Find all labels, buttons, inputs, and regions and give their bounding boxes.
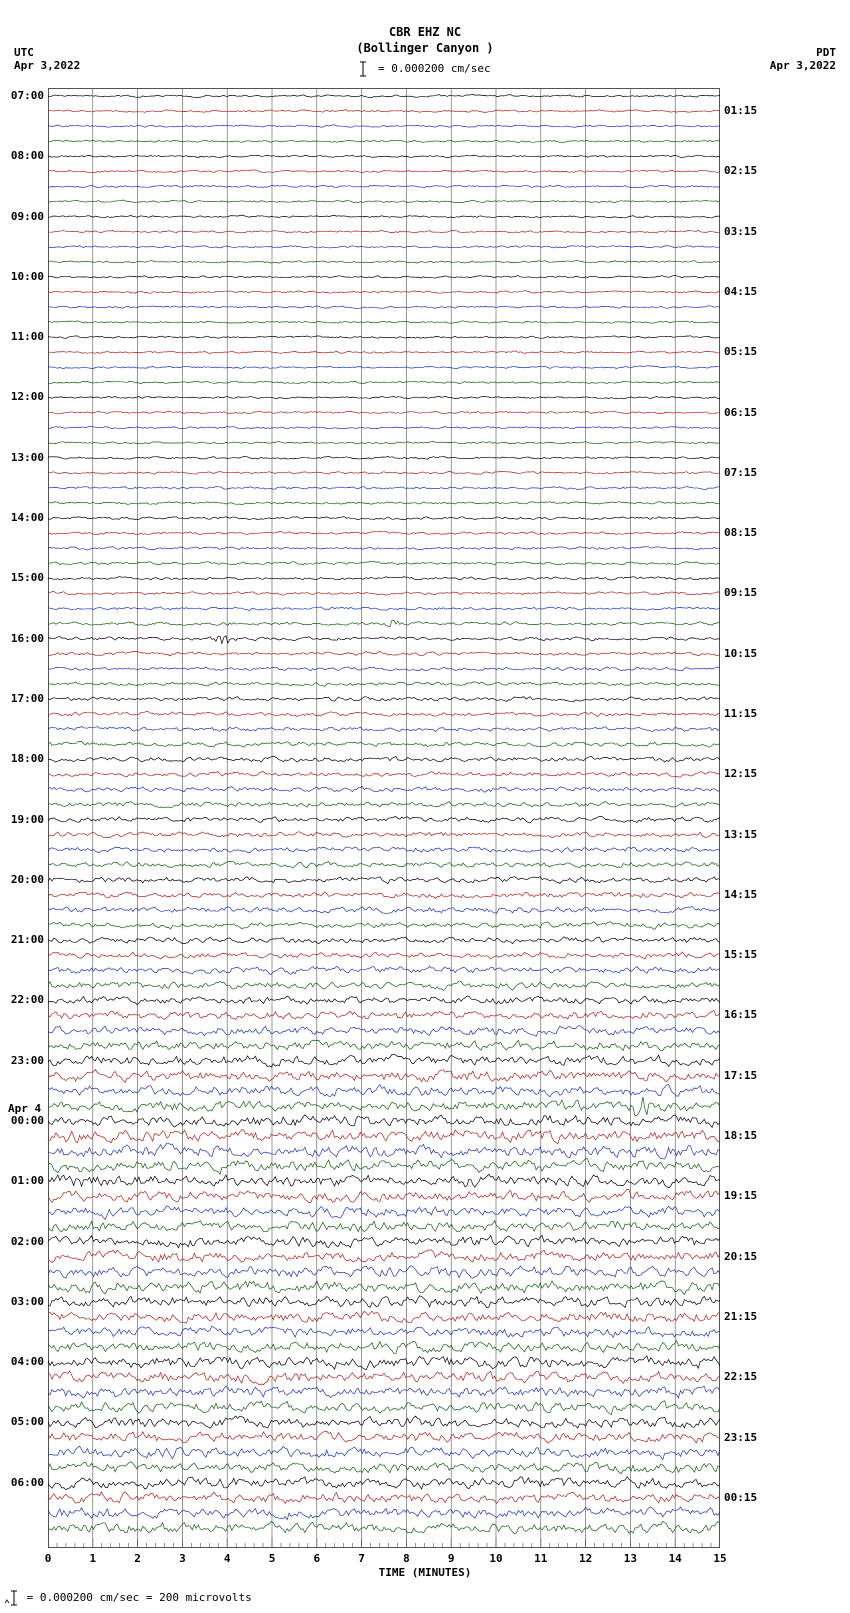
tz-right: PDT Apr 3,2022 [770, 46, 836, 72]
utc-hour-label: 00:00 [8, 1115, 44, 1126]
utc-hour-label: 13:00 [8, 452, 44, 463]
utc-hour-label: 20:00 [8, 874, 44, 885]
utc-hour-label: 11:00 [8, 331, 44, 342]
x-tick-label: 7 [352, 1552, 372, 1565]
x-tick-label: 12 [576, 1552, 596, 1565]
scale-eq: = [378, 62, 391, 75]
utc-hour-label: 19:00 [8, 814, 44, 825]
x-tick-label: 10 [486, 1552, 506, 1565]
x-tick-label: 9 [441, 1552, 461, 1565]
x-tick-label: 0 [38, 1552, 58, 1565]
utc-hour-label: 01:00 [8, 1175, 44, 1186]
tz-left: UTC Apr 3,2022 [14, 46, 80, 72]
pdt-hour-label: 02:15 [724, 165, 757, 176]
tz-right-label: PDT [770, 46, 836, 59]
utc-hour-label: 16:00 [8, 633, 44, 644]
pdt-hour-label: 08:15 [724, 527, 757, 538]
utc-hour-label: 04:00 [8, 1356, 44, 1367]
utc-hour-label: 12:00 [8, 391, 44, 402]
pdt-hour-label: 05:15 [724, 346, 757, 357]
pdt-hour-label: 07:15 [724, 467, 757, 478]
utc-hour-label: 09:00 [8, 211, 44, 222]
x-tick-label: 15 [710, 1552, 730, 1565]
pdt-hour-label: 09:15 [724, 587, 757, 598]
seismogram-svg [48, 88, 720, 1548]
utc-hour-label: 06:00 [8, 1477, 44, 1488]
pdt-hour-label: 06:15 [724, 407, 757, 418]
pdt-hour-label: 22:15 [724, 1371, 757, 1382]
utc-hour-label: 08:00 [8, 150, 44, 161]
tz-left-label: UTC [14, 46, 80, 59]
x-tick-label: 6 [307, 1552, 327, 1565]
pdt-hour-label: 14:15 [724, 889, 757, 900]
pdt-hour-label: 12:15 [724, 768, 757, 779]
scale-value: 0.000200 cm/sec [391, 62, 490, 75]
utc-hour-label: 18:00 [8, 753, 44, 764]
footer-text: = 0.000200 cm/sec = 200 microvolts [27, 1591, 252, 1604]
x-tick-label: 5 [262, 1552, 282, 1565]
pdt-hour-label: 18:15 [724, 1130, 757, 1141]
pdt-hour-label: 17:15 [724, 1070, 757, 1081]
x-tick-label: 2 [128, 1552, 148, 1565]
scale-bar-icon [359, 60, 367, 78]
utc-hour-label: 15:00 [8, 572, 44, 583]
tz-right-date: Apr 3,2022 [770, 59, 836, 72]
pdt-hour-label: 03:15 [724, 226, 757, 237]
x-tick-label: 14 [665, 1552, 685, 1565]
station-location: (Bollinger Canyon ) [0, 41, 850, 57]
scale-legend: = 0.000200 cm/sec [0, 60, 850, 78]
x-tick-label: 13 [620, 1552, 640, 1565]
pdt-hour-label: 20:15 [724, 1251, 757, 1262]
utc-hour-label: 22:00 [8, 994, 44, 1005]
pdt-hour-label: 10:15 [724, 648, 757, 659]
seismogram-container: CBR EHZ NC (Bollinger Canyon ) = 0.00020… [0, 0, 850, 1613]
header: CBR EHZ NC (Bollinger Canyon ) = 0.00020… [0, 25, 850, 78]
utc-hour-label: 10:00 [8, 271, 44, 282]
pdt-hour-label: 04:15 [724, 286, 757, 297]
utc-hour-label: 14:00 [8, 512, 44, 523]
utc-hour-label: 02:00 [8, 1236, 44, 1247]
utc-hour-label: 17:00 [8, 693, 44, 704]
day-separator-label: Apr 4 [8, 1103, 41, 1114]
pdt-hour-label: 21:15 [724, 1311, 757, 1322]
pdt-hour-label: 00:15 [724, 1492, 757, 1503]
x-tick-label: 1 [83, 1552, 103, 1565]
x-tick-label: 11 [531, 1552, 551, 1565]
pdt-hour-label: 15:15 [724, 949, 757, 960]
pdt-hour-label: 16:15 [724, 1009, 757, 1020]
pdt-hour-label: 01:15 [724, 105, 757, 116]
pdt-hour-label: 11:15 [724, 708, 757, 719]
utc-hour-label: 23:00 [8, 1055, 44, 1066]
station-code: CBR EHZ NC [0, 25, 850, 41]
x-tick-label: 3 [172, 1552, 192, 1565]
x-tick-label: 4 [217, 1552, 237, 1565]
x-axis-label: TIME (MINUTES) [0, 1566, 850, 1579]
pdt-hour-label: 19:15 [724, 1190, 757, 1201]
footer: = 0.000200 cm/sec = 200 microvolts [4, 1589, 252, 1607]
utc-hour-label: 21:00 [8, 934, 44, 945]
utc-hour-label: 03:00 [8, 1296, 44, 1307]
pdt-hour-label: 23:15 [724, 1432, 757, 1443]
x-tick-label: 8 [396, 1552, 416, 1565]
utc-hour-label: 07:00 [8, 90, 44, 101]
pdt-hour-label: 13:15 [724, 829, 757, 840]
tz-left-date: Apr 3,2022 [14, 59, 80, 72]
utc-hour-label: 05:00 [8, 1416, 44, 1427]
footer-bar-icon [4, 1589, 20, 1607]
plot-area: 0123456789101112131415 [48, 88, 720, 1548]
